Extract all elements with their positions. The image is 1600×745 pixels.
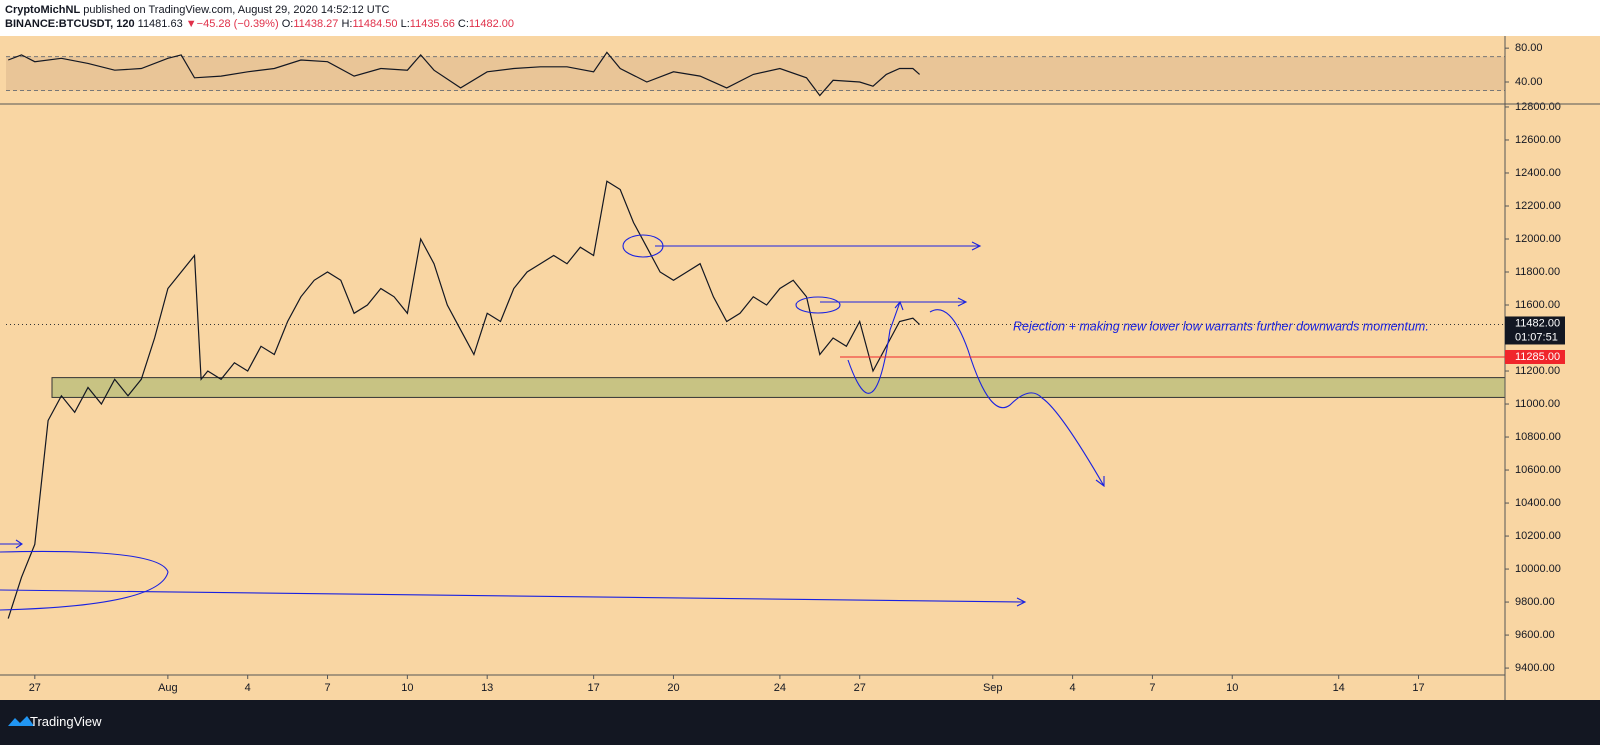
drawings (0, 234, 1105, 611)
footer: TradingView (0, 700, 1600, 745)
h-label: H: (341, 18, 353, 30)
published: published on TradingView.com, August 29,… (83, 4, 390, 16)
y-tick-label: 12000.00 (1515, 233, 1561, 245)
arrow (847, 300, 904, 394)
y-tick-label: 10600.00 (1515, 464, 1561, 476)
chart: 80.00 40.00 9400.00 9600.00 9800.00 10000.00 1… (0, 36, 1600, 700)
price-line-label: 11285.00 (1515, 351, 1560, 363)
x-tick-label: 17 (1412, 682, 1424, 694)
x-tick-label: Sep (983, 682, 1003, 694)
change: −45.28 (−0.39%) (196, 18, 279, 30)
ellipse (0, 550, 169, 611)
l-label: L: (400, 18, 410, 30)
x-tick-label: 24 (774, 682, 786, 694)
arrow (0, 539, 23, 549)
price-line-box (1505, 349, 1565, 364)
y-tick-label: 10000.00 (1515, 563, 1561, 575)
arrow (655, 241, 982, 251)
x-tick-label: 20 (667, 682, 679, 694)
y-tick-label: 11600.00 (1515, 299, 1560, 311)
header: CryptoMichNL published on TradingView.co… (0, 0, 1600, 36)
y-tick-label: 10200.00 (1515, 530, 1561, 542)
y-tick-label: 12800.00 (1515, 101, 1561, 113)
y-tick-label: 12600.00 (1515, 134, 1561, 146)
symbol: BINANCE:BTCUSDT, 120 (5, 18, 135, 30)
o-label: O: (281, 18, 294, 30)
background (0, 36, 1600, 700)
x-tick-label: 7 (1149, 682, 1155, 694)
x-tick-label: 27 (854, 682, 866, 694)
logo (8, 716, 34, 726)
last-price-label: 11482.00 (1515, 317, 1560, 329)
x-tick-label: 14 (1333, 682, 1345, 694)
y-tick-label: 11800.00 (1515, 266, 1560, 278)
series-line (7, 180, 921, 619)
y-tick-label: 12200.00 (1515, 200, 1561, 212)
annotation: Rejection + making new lower low warrant… (1013, 319, 1429, 333)
y-tick-label: 80.00 (1515, 42, 1543, 54)
arrow: ▼ (185, 18, 197, 30)
open: 11438.27 (293, 18, 339, 30)
brand: TradingView (30, 714, 102, 729)
arrow (0, 589, 1027, 607)
x-tick-label: 13 (481, 682, 493, 694)
x-tick-label: 7 (324, 682, 330, 694)
last-price-box (1505, 316, 1565, 345)
x-tick-label: 4 (245, 682, 251, 694)
y-tick-label: 9800.00 (1515, 596, 1555, 608)
y-tick-label: 11200.00 (1515, 365, 1560, 377)
support-zone (51, 377, 1506, 398)
x-tick-label: Aug (158, 682, 178, 694)
x-tick-label: 4 (1070, 682, 1076, 694)
y-tick-label: 9600.00 (1515, 629, 1555, 641)
arrow (820, 297, 968, 307)
y-tick-label: 9400.00 (1515, 662, 1555, 674)
series-line (7, 51, 920, 97)
x-tick-label: 10 (401, 682, 413, 694)
last: 11481.63 (137, 18, 183, 30)
c-label: C: (457, 18, 469, 30)
author: CryptoMichNL (5, 4, 81, 16)
y-tick-label: 11000.00 (1515, 398, 1560, 410)
y-tick-label: 40.00 (1515, 76, 1543, 88)
low: 11435.66 (409, 18, 455, 30)
path-forecast (929, 309, 1105, 488)
close: 11482.00 (468, 18, 514, 30)
x-tick-label: 17 (588, 682, 600, 694)
high: 11484.50 (352, 18, 398, 30)
countdown: 01:07:51 (1515, 331, 1558, 343)
x-tick-label: 27 (29, 682, 41, 694)
y-tick-label: 10800.00 (1515, 431, 1561, 443)
ellipse (795, 296, 841, 314)
y-tick-label: 12400.00 (1515, 167, 1561, 179)
y-tick-label: 10400.00 (1515, 497, 1561, 509)
x-tick-label: 10 (1226, 682, 1238, 694)
